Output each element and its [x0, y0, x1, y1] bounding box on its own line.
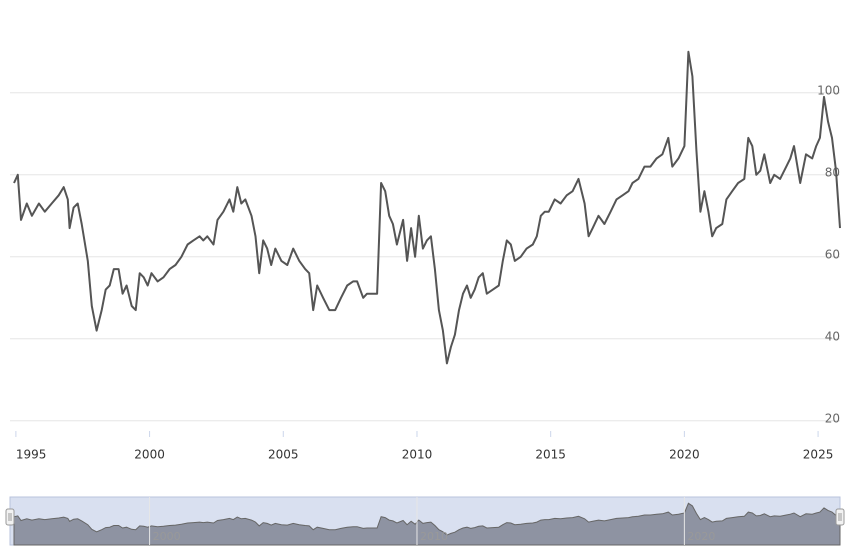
x-tick-label: 2000: [134, 448, 165, 462]
y-tick-label: 100: [817, 83, 840, 97]
navigator-handle[interactable]: [5, 508, 15, 526]
navigator-series: [13, 502, 841, 546]
navigator-tick-label: 2020: [687, 530, 715, 543]
x-tick-label: 2020: [669, 448, 700, 462]
y-tick-label: 60: [825, 247, 840, 261]
navigator-tick-label: 2010: [420, 530, 448, 543]
y-tick-label: 20: [825, 411, 840, 425]
y-tick-label: 80: [825, 165, 840, 179]
x-tick-label: 2015: [535, 448, 566, 462]
navigator-handle[interactable]: [835, 508, 845, 526]
y-tick-label: 40: [825, 329, 840, 343]
line-series: [13, 50, 841, 365]
x-tick-label: 2005: [268, 448, 299, 462]
x-tick-label: 2025: [803, 448, 834, 462]
x-tick-label: 1995: [16, 448, 47, 462]
navigator-tick-label: 2000: [153, 530, 181, 543]
x-tick-label: 2010: [402, 448, 433, 462]
